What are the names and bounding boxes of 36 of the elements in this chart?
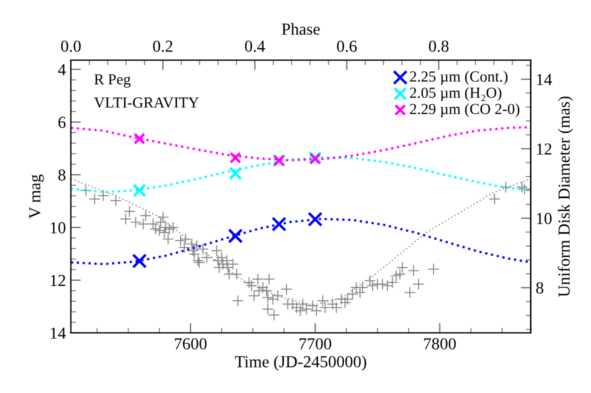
point (132, 253, 147, 268)
point (308, 212, 323, 227)
y-tick-label: 10 (50, 222, 66, 234)
x2-tick-label: 0.0 (61, 40, 81, 52)
y2-tick-label: 14 (537, 74, 552, 86)
legend-label: 2.05 µm (H₂O) (410, 87, 502, 102)
legend-label: 2.29 µm (CO 2-0) (410, 103, 520, 118)
y-tick-label: 14 (50, 328, 66, 339)
point (228, 228, 243, 244)
point (132, 184, 146, 198)
y-tick-label: 12 (50, 274, 66, 286)
x2-axis-title: Phase (282, 23, 320, 35)
annotation: VLTI-GRAVITY (94, 97, 199, 108)
point (228, 166, 242, 180)
y-tick-label: 4 (58, 64, 66, 76)
y-tick-label: 8 (58, 169, 66, 181)
y2-tick-label: 10 (537, 212, 552, 224)
line-series (70, 156, 531, 194)
y2-tick-label: 12 (537, 143, 552, 155)
x2-tick-label: 0.2 (153, 40, 172, 52)
point (272, 216, 287, 232)
y2-tick-label: 8 (536, 282, 544, 294)
legend-label: 2.25 µm (Cont.) (410, 70, 508, 85)
y2-axis-title: Uniform Disk Diameter (mas) (558, 96, 574, 297)
y-axis-title: V mag (29, 174, 44, 219)
x2-tick-label: 0.4 (245, 40, 265, 52)
x2-tick-label: 0.8 (428, 40, 449, 52)
x-tick-label: 7600 (174, 338, 207, 350)
annotation: R Peg (94, 74, 131, 88)
x2-tick-label: 0.6 (337, 40, 357, 52)
y-tick-label: 6 (58, 116, 66, 128)
x-axis-title: Time (JD-2450000) (234, 356, 366, 371)
point (229, 152, 242, 164)
point (134, 132, 146, 145)
x-tick-label: 7800 (424, 338, 456, 350)
x-tick-label: 7700 (300, 338, 332, 350)
